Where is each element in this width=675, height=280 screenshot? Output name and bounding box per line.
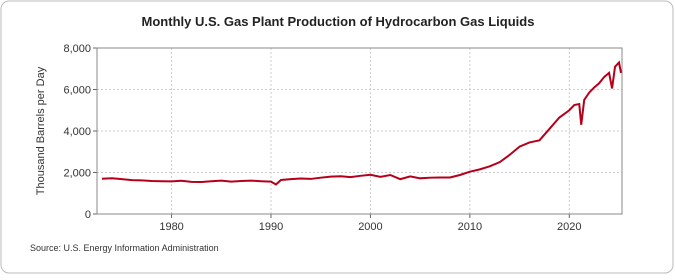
y-tick-label: 4,000 [63,126,91,138]
y-tick-label: 0 [85,209,91,221]
source: Source: U.S. Energy Information Administ… [30,243,219,253]
x-tick-label: 2020 [557,221,581,233]
plot-frame [96,47,623,215]
y-tick-label: 6,000 [63,85,91,97]
x-tick-label: 1990 [259,221,283,233]
x-tick-label: 2010 [458,221,482,233]
chart-border [0,0,674,274]
chart-title: Monthly U.S. Gas Plant Production of Hyd… [142,14,535,29]
y-tick-label: 8,000 [63,43,91,55]
x-tick-label: 2000 [358,221,382,233]
data-line [101,60,622,186]
y-axis-label: Thousand Barrels per Day [35,66,47,195]
y-tick-label: 2,000 [63,168,91,180]
x-tick-label: 1980 [159,221,183,233]
